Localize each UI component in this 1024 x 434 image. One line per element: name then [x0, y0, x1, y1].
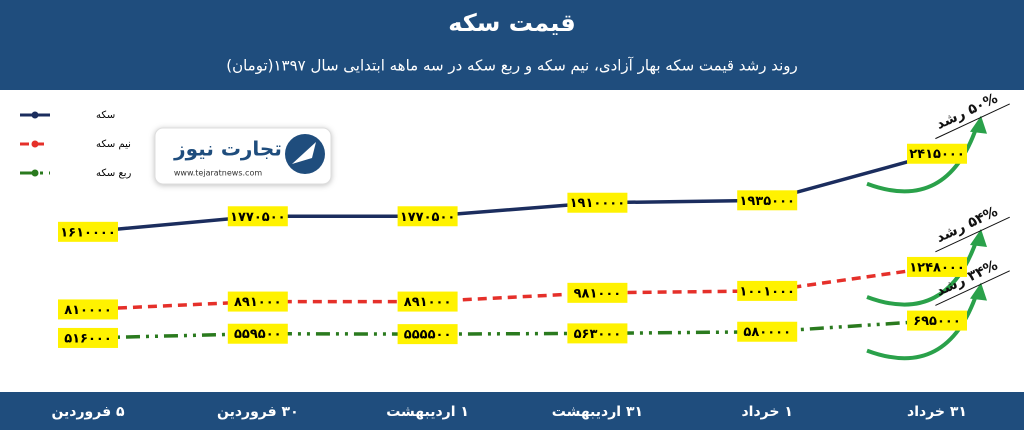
value-label: ۸۱۰۰۰۰ [64, 303, 112, 318]
value-label: ۶۹۵۰۰۰ [913, 314, 961, 329]
value-label-box [737, 321, 798, 342]
growth-arrow [866, 238, 979, 307]
value-label-box [907, 143, 967, 164]
value-label-box [737, 280, 798, 301]
legend-marker [31, 169, 39, 177]
growth-arrow [866, 125, 979, 194]
footer-band [0, 392, 1024, 430]
header-band [0, 0, 1024, 90]
value-label: ۸۹۱۰۰۰ [404, 295, 452, 310]
growth-arrowhead [970, 228, 987, 247]
x-tick-label: ۳۱ خرداد [907, 404, 967, 420]
value-label: ۱۷۷۰۵۰۰ [230, 210, 286, 225]
value-label: ۱۷۷۰۵۰۰ [400, 210, 456, 225]
value-label: ۹۸۱۰۰۰ [574, 286, 622, 301]
value-label-box [907, 310, 967, 331]
value-label: ۱۰۰۱۰۰۰ [739, 284, 795, 299]
growth-arrowhead [970, 115, 987, 134]
annotation-underline [935, 216, 1010, 253]
annotation-underline [935, 103, 1010, 140]
value-label-box [397, 291, 458, 312]
growth-annotation: ۵۰% رشد [934, 91, 1001, 133]
x-tick-label: ۳۱ اردیبهشت [552, 404, 643, 420]
legend-label: سکه [96, 110, 115, 121]
chart-subtitle: روند رشد قیمت سکه بهار آزادی، نیم سکه و … [226, 57, 798, 75]
value-label-box [227, 291, 288, 312]
value-label: ۲۴۱۵۰۰۰ [909, 147, 965, 162]
logo-text: تجارت نیوز [173, 137, 282, 161]
value-label-box [397, 206, 458, 227]
series-line [87, 265, 938, 312]
value-label: ۸۹۱۰۰۰ [234, 295, 282, 310]
legend-marker [31, 111, 39, 119]
x-tick-label: ۳۰ فروردین [217, 404, 299, 420]
series-line [87, 318, 938, 340]
value-label: ۱۹۳۵۰۰۰ [739, 194, 795, 209]
value-label-box [58, 327, 118, 348]
value-label: ۵۱۶۰۰۰ [64, 331, 112, 346]
legend-label: نیم سکه [96, 139, 131, 150]
legend-label: ربع سکه [96, 168, 132, 179]
x-tick-label: ۱ اردیبهشت [386, 404, 469, 420]
legend-marker [31, 140, 39, 148]
value-label-box [227, 206, 288, 227]
logo: تجارت نیوز www.tejaratnews.com [154, 127, 332, 185]
value-label-box [58, 221, 118, 242]
value-label-box [58, 299, 118, 320]
x-tick-label: ۱ خرداد [742, 404, 793, 420]
value-label: ۵۵۹۵۰۰ [234, 327, 282, 342]
growth-arrow [866, 291, 979, 361]
growth-arrowhead [970, 282, 987, 301]
x-tick-label: ۵ فروردین [51, 404, 125, 420]
value-label-box [227, 323, 288, 344]
value-label: ۵۸۰۰۰۰ [743, 325, 791, 340]
logo-url: www.tejaratnews.com [174, 169, 262, 178]
value-label-box [397, 324, 458, 345]
value-label-box [567, 282, 628, 303]
value-label-box [907, 256, 967, 277]
value-label: ۱۶۱۰۰۰۰ [60, 225, 116, 240]
value-label: ۱۲۴۸۰۰۰ [909, 260, 965, 275]
value-label: ۵۵۵۵۰۰ [404, 328, 452, 343]
value-label: ۵۶۳۰۰۰ [574, 327, 622, 342]
annotation-underline [935, 270, 1010, 306]
value-label-box [567, 192, 628, 213]
chart-title: قیمت سکه [448, 9, 575, 37]
value-label: ۱۹۱۰۰۰۰ [570, 196, 626, 211]
logo-box [154, 127, 332, 185]
logo-arrow [292, 142, 316, 164]
growth-annotation: ۵۴% رشد [934, 204, 1001, 246]
value-label-box [567, 323, 628, 344]
value-label-box [737, 190, 798, 211]
